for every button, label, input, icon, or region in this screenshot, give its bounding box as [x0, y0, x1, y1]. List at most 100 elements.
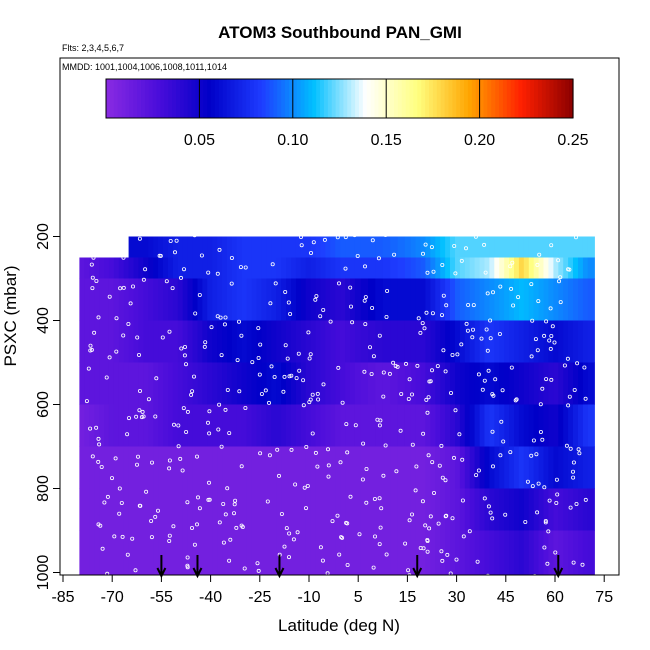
sample-point	[170, 286, 175, 291]
sample-point	[119, 500, 124, 505]
heatmap-cell	[158, 404, 164, 447]
heatmap-cell	[241, 320, 248, 363]
sample-point	[370, 305, 375, 310]
heatmap-cell	[415, 257, 422, 279]
colorbar-segment	[339, 79, 344, 118]
heatmap-cell	[89, 446, 95, 489]
heatmap-cell	[397, 362, 406, 405]
heatmap-cell	[528, 257, 535, 279]
heatmap-cell	[276, 530, 282, 575]
sample-point	[508, 450, 513, 455]
heatmap-cell	[518, 362, 525, 405]
heatmap-cell	[300, 404, 307, 447]
colorbar-segment	[226, 79, 232, 118]
sample-point	[326, 463, 331, 468]
heatmap-cell	[261, 362, 267, 405]
profile-marker-arrow	[274, 555, 285, 579]
colorbar-segment	[483, 79, 488, 118]
heatmap-cell	[345, 488, 351, 531]
sample-point	[452, 243, 457, 248]
heatmap-cell	[256, 446, 262, 489]
colorbar-segment	[460, 79, 465, 118]
sample-point	[305, 483, 310, 488]
x-tick-label: 15	[399, 589, 417, 606]
heatmap-cell	[509, 320, 515, 363]
sample-point	[306, 330, 311, 335]
sample-point	[225, 486, 230, 491]
heatmap-cell	[143, 320, 149, 363]
heatmap-cell	[489, 404, 495, 447]
sample-point	[443, 478, 448, 483]
sample-point	[194, 454, 199, 459]
heatmap-cell	[459, 530, 466, 575]
colorbar-segment	[510, 79, 516, 118]
sample-point	[279, 512, 284, 517]
sample-point	[542, 485, 547, 490]
heatmap-cell	[504, 404, 510, 447]
heatmap-cell	[474, 236, 481, 258]
sample-point	[376, 256, 381, 261]
sample-point	[121, 333, 126, 338]
heatmap-cell	[222, 278, 228, 321]
heatmap-cell	[514, 362, 520, 405]
heatmap-cell	[430, 488, 436, 531]
heatmap-cell	[177, 446, 184, 489]
y-tick-label: 400	[35, 307, 52, 334]
heatmap-cell	[368, 278, 376, 321]
heatmap-cell	[404, 257, 412, 279]
sample-point	[427, 526, 432, 531]
heatmap-cell	[397, 530, 406, 575]
heatmap-cell	[335, 320, 341, 363]
heatmap-cell	[514, 257, 520, 279]
colorbar-segment	[308, 79, 313, 118]
heatmap-cell	[231, 362, 238, 405]
sample-point	[558, 275, 563, 280]
heatmap-cell	[499, 320, 505, 363]
sample-point	[490, 464, 495, 469]
heatmap-cell	[410, 446, 417, 489]
heatmap-cell	[241, 530, 248, 575]
heatmap-cell	[79, 257, 85, 279]
sample-point	[118, 286, 123, 291]
colorbar-segment	[522, 79, 527, 118]
heatmap-cell	[123, 404, 130, 447]
heatmap-cell	[587, 404, 594, 447]
heatmap-cell	[108, 530, 115, 575]
heatmap-cell	[153, 320, 159, 363]
heatmap-cell	[354, 257, 362, 279]
heatmap-cell	[494, 257, 500, 279]
heatmap-cell	[266, 404, 272, 447]
heatmap-cell	[375, 320, 384, 363]
heatmap-cell	[533, 530, 540, 575]
heatmap-cell	[202, 236, 208, 258]
sample-point	[409, 512, 414, 517]
heatmap-cell	[360, 404, 369, 447]
heatmap-cell	[281, 278, 287, 321]
colorbar-segment	[506, 79, 512, 118]
heatmap-cell	[450, 278, 456, 321]
heatmap-cell	[305, 278, 312, 321]
heatmap-cell	[212, 446, 218, 489]
heatmap-cell	[360, 278, 369, 321]
heatmap-cell	[315, 257, 322, 279]
heatmap-cell	[315, 320, 322, 363]
heatmap-cell	[504, 236, 510, 258]
heatmap-cell	[197, 530, 203, 575]
heatmap-cell	[128, 257, 135, 279]
sample-point	[96, 436, 101, 441]
heatmap-cell	[231, 236, 238, 258]
heatmap-cell	[320, 278, 326, 321]
heatmap-cell	[479, 257, 486, 279]
sample-point	[407, 377, 412, 382]
heatmap-cell	[192, 236, 199, 258]
heatmap-cell	[217, 446, 223, 489]
sample-point	[120, 534, 125, 539]
heatmap-cell	[246, 362, 253, 405]
sample-point	[209, 325, 214, 330]
heatmap-cell	[163, 320, 169, 363]
heatmap-cell	[276, 488, 282, 531]
heatmap-cell	[382, 362, 391, 405]
sample-point	[97, 442, 102, 447]
heatmap-cell	[276, 404, 282, 447]
sample-point	[464, 321, 469, 326]
